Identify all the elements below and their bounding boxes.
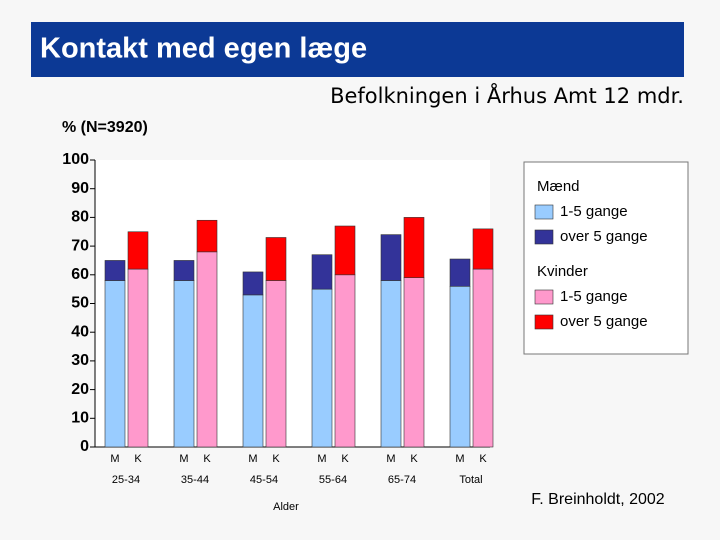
x-category-label: 25-34: [112, 474, 140, 486]
x-category-label: 65-74: [388, 474, 416, 486]
bar-label: M: [248, 453, 257, 465]
bar-segment: [196, 251, 218, 448]
bar-label: K: [134, 453, 142, 465]
bar-label: K: [479, 453, 487, 465]
bar-segment: [242, 271, 264, 296]
legend-label: 1-5 gange: [560, 288, 628, 305]
bar-segment: [472, 228, 494, 270]
bar-segment: [173, 280, 195, 448]
legend-label: 1-5 gange: [560, 203, 628, 220]
legend-swatch: [534, 229, 554, 245]
y-tick-label: 10: [71, 410, 89, 427]
bar-label: M: [317, 453, 326, 465]
y-tick-label: 90: [71, 180, 89, 197]
x-category-label: 55-64: [319, 474, 347, 486]
y-tick-label: 50: [71, 295, 89, 312]
bar-segment: [449, 285, 471, 448]
bar-label: M: [179, 453, 188, 465]
bar-segment: [334, 274, 356, 448]
bar-segment: [173, 260, 195, 281]
x-category-label: Total: [459, 474, 482, 486]
legend-swatch: [534, 314, 554, 330]
bar-label: K: [272, 453, 280, 465]
bar-segment: [196, 219, 218, 253]
bar-segment: [104, 260, 126, 281]
legend-group: Kvinder: [537, 263, 588, 280]
subtitle: Befolkningen i Århus Amt 12 mdr.: [330, 82, 684, 108]
bar-label: M: [455, 453, 464, 465]
legend-label: over 5 gange: [560, 228, 648, 245]
y-tick-label: 70: [71, 237, 89, 254]
bar-segment: [403, 277, 425, 448]
bar-segment: [265, 280, 287, 448]
bar-label: M: [386, 453, 395, 465]
bar-label: K: [203, 453, 211, 465]
bar-label: M: [110, 453, 119, 465]
bar-segment: [242, 294, 264, 448]
y-tick-label: 100: [62, 151, 89, 168]
y-tick-label: 20: [71, 381, 89, 398]
legend-label: over 5 gange: [560, 313, 648, 330]
bar-segment: [380, 280, 402, 448]
bar-segment: [127, 268, 149, 448]
plot-area: [95, 160, 490, 447]
legend-group: Mænd: [537, 178, 580, 195]
y-tick-label: 40: [71, 323, 89, 340]
y-tick-label: 60: [71, 266, 89, 283]
y-axis-label: % (N=3920): [62, 119, 148, 136]
x-category-label: 35-44: [181, 474, 209, 486]
legend-swatch: [534, 289, 554, 305]
bar-segment: [311, 288, 333, 448]
bar-segment: [380, 234, 402, 281]
bar-segment: [265, 237, 287, 281]
y-tick-label: 30: [71, 352, 89, 369]
bar-segment: [449, 258, 471, 287]
slide-title: Kontakt med egen læge: [40, 33, 367, 65]
source: F. Breinholdt, 2002: [531, 491, 665, 508]
bar-label: K: [410, 453, 418, 465]
legend-swatch: [534, 204, 554, 220]
bar-segment: [403, 217, 425, 278]
bar-label: K: [341, 453, 349, 465]
x-axis-label: Alder: [273, 501, 299, 513]
bar-segment: [472, 268, 494, 448]
bar-segment: [334, 225, 356, 276]
bar-segment: [127, 231, 149, 270]
title-bar: [31, 22, 684, 77]
bar-segment: [104, 280, 126, 448]
y-tick-label: 0: [80, 438, 89, 455]
x-category-label: 45-54: [250, 474, 278, 486]
bar-segment: [311, 254, 333, 290]
y-tick-label: 80: [71, 209, 89, 226]
